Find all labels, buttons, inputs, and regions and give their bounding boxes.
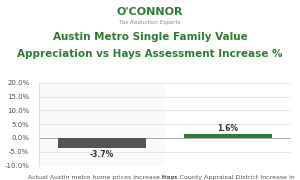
Text: 1.6%: 1.6% — [218, 124, 239, 133]
Text: Austin Metro Single Family Value: Austin Metro Single Family Value — [52, 32, 247, 42]
Text: Appreciation vs Hays Assessment Increase %: Appreciation vs Hays Assessment Increase… — [17, 49, 283, 59]
Bar — [58, 138, 146, 148]
Text: -3.7%: -3.7% — [90, 150, 114, 159]
Text: Tax Reduction Experts: Tax Reduction Experts — [119, 20, 181, 25]
Text: O'CONNOR: O'CONNOR — [117, 7, 183, 17]
Bar — [184, 134, 272, 138]
Bar — [39, 83, 165, 166]
